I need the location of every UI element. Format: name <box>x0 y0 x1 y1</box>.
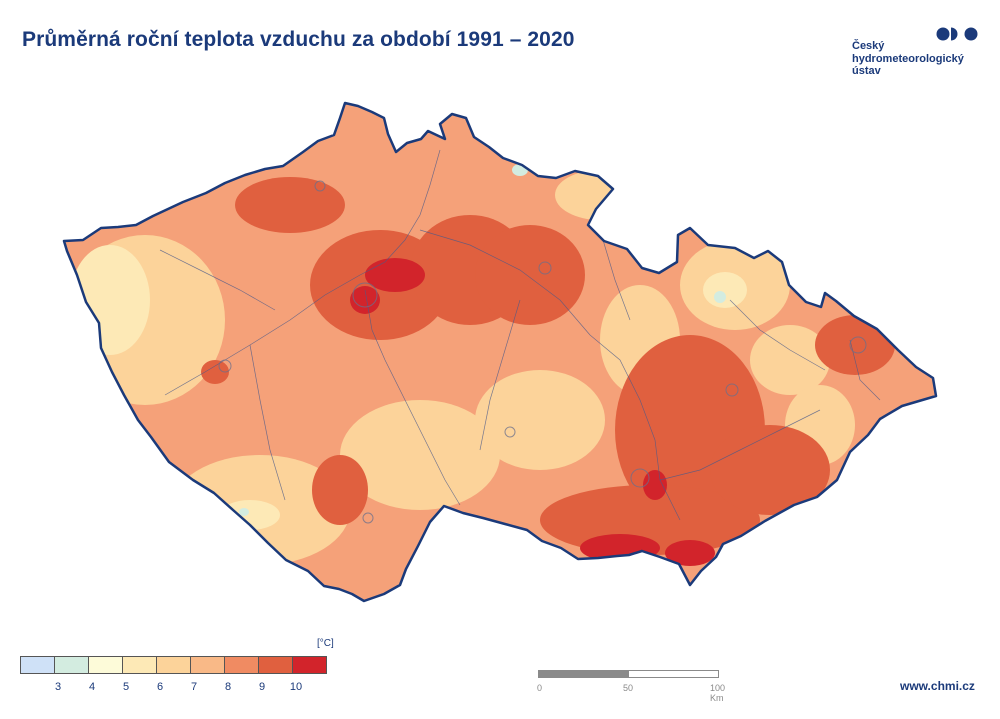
legend-swatch <box>122 656 157 674</box>
legend-swatches <box>20 656 327 674</box>
legend-tick-label: 3 <box>54 681 62 693</box>
logo-line-2: hydrometeorologický <box>852 52 964 65</box>
legend-tick-label: 9 <box>258 681 266 693</box>
scale-bar: 0 50 100 Km <box>537 670 738 703</box>
legend-swatch <box>20 656 55 674</box>
legend-unit: [°C] <box>317 638 334 649</box>
logo-line-1: Český <box>852 40 885 52</box>
legend-tick-label: 5 <box>122 681 130 693</box>
scale-segment-2 <box>628 670 719 678</box>
legend-tick-label: 6 <box>156 681 164 693</box>
website-link[interactable]: www.chmi.cz <box>900 679 975 693</box>
legend-tick-label: 10 <box>289 681 303 693</box>
map-title: Průměrná roční teplota vzduchu za období… <box>22 28 575 51</box>
legend-swatch <box>88 656 123 674</box>
scale-label-100: 100 Km <box>710 683 726 703</box>
temperature-legend: [°C] 3 4 5 6 7 8 9 10 <box>20 638 350 698</box>
logo-text: Český hydrometeorologický ústav <box>852 40 964 78</box>
legend-swatch <box>224 656 259 674</box>
legend-tick-label: 7 <box>190 681 198 693</box>
legend-swatch <box>190 656 225 674</box>
chmi-logo-icon <box>936 27 978 41</box>
legend-swatch <box>54 656 89 674</box>
legend-swatch <box>258 656 293 674</box>
scale-segment-1 <box>538 670 629 678</box>
legend-tick-label: 4 <box>88 681 96 693</box>
legend-tick-label: 8 <box>224 681 232 693</box>
scale-label-0: 0 <box>537 683 543 693</box>
legend-swatch <box>292 656 327 674</box>
legend-swatch <box>156 656 191 674</box>
scale-label-50: 50 <box>623 683 634 693</box>
logo-line-3: ústav <box>852 65 881 77</box>
